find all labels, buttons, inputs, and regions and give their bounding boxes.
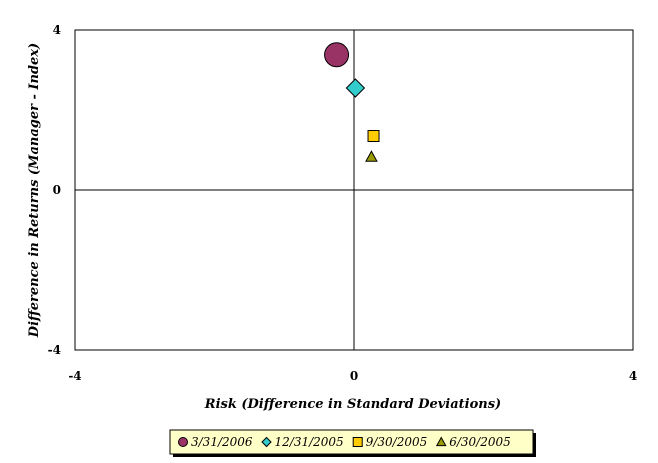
x-tick-labels: -4 0 4 (68, 369, 637, 383)
legend: 3/31/2006 12/31/2005 9/30/2005 6/30/2005 (169, 429, 536, 457)
y-tick-label: -4 (48, 343, 61, 357)
y-tick-label: 0 (53, 183, 61, 197)
data-point-square (367, 130, 380, 142)
x-tick-label: 4 (629, 369, 637, 383)
data-points (324, 42, 380, 162)
y-tick-label: 4 (53, 23, 61, 37)
legend-marker-diamond (261, 436, 272, 448)
data-point-triangle (365, 150, 378, 162)
y-tick-labels: -4 0 4 (48, 23, 61, 357)
legend-marker-triangle (435, 436, 447, 447)
legend-label: 3/31/2006 (191, 435, 253, 449)
legend-label: 6/30/2005 (449, 435, 511, 449)
legend-box (169, 429, 534, 455)
legend-label: 12/31/2005 (275, 435, 344, 449)
x-tick-label: 0 (350, 369, 358, 383)
legend-marker-circle (178, 437, 188, 447)
x-axis-title: Risk (Difference in Standard Deviations) (204, 397, 501, 412)
data-point-circle (324, 42, 350, 68)
data-point-diamond (345, 78, 366, 98)
legend-marker-square (352, 437, 363, 447)
x-tick-label: -4 (68, 369, 81, 383)
legend-items: 3/31/2006 12/31/2005 9/30/2005 6/30/2005 (178, 435, 511, 449)
y-axis-title: Difference in Returns (Manager - Index) (27, 43, 42, 338)
legend-label: 9/30/2005 (366, 435, 428, 449)
